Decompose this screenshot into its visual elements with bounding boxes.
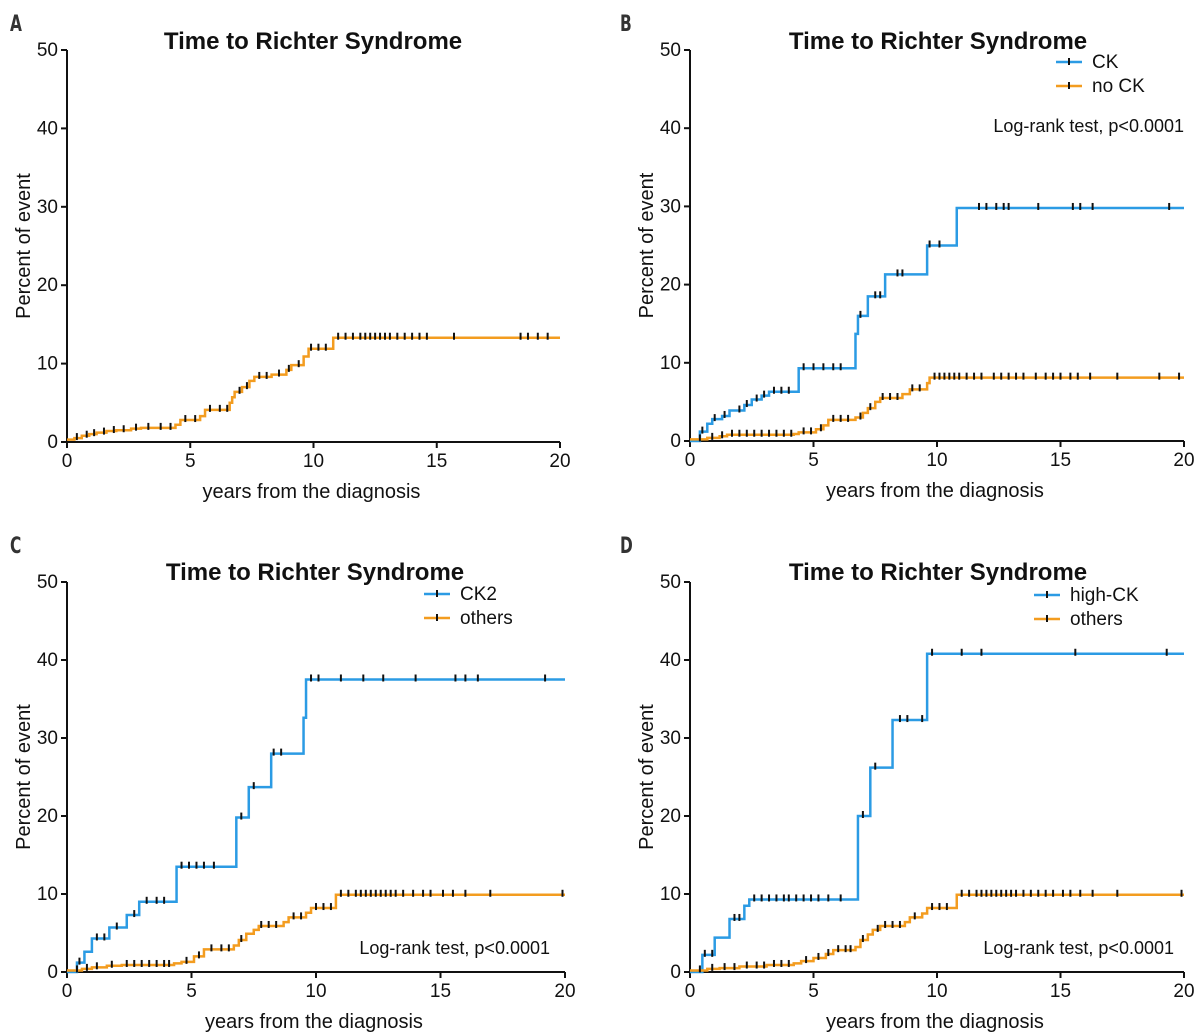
y-axis-label: Percent of event bbox=[13, 173, 35, 319]
series-line-others bbox=[67, 893, 565, 972]
legend-label: CK2 bbox=[460, 584, 497, 605]
y-tick-label: 10 bbox=[37, 354, 58, 375]
x-tick-label: 0 bbox=[62, 451, 73, 472]
legend-label: others bbox=[1070, 609, 1123, 630]
y-tick-label: 20 bbox=[37, 275, 58, 296]
y-axis-label: Percent of event bbox=[636, 172, 658, 318]
y-axis-label: Percent of event bbox=[13, 704, 35, 850]
log-rank-annotation: Log-rank test, p<0.0001 bbox=[993, 116, 1184, 136]
x-tick-label: 15 bbox=[1050, 450, 1071, 471]
y-tick-label: 40 bbox=[37, 118, 58, 139]
y-tick-label: 10 bbox=[37, 884, 58, 905]
legend-label: others bbox=[460, 608, 513, 629]
series-line-others bbox=[690, 893, 1184, 972]
x-tick-label: 5 bbox=[185, 451, 196, 472]
y-tick-label: 50 bbox=[37, 40, 58, 61]
x-axis-label: years from the diagnosis bbox=[203, 481, 421, 503]
y-tick-label: 50 bbox=[660, 40, 681, 61]
y-tick-label: 0 bbox=[670, 962, 681, 983]
y-tick-label: 0 bbox=[47, 432, 58, 453]
series-line-ck bbox=[690, 206, 1184, 443]
y-tick-label: 20 bbox=[37, 806, 58, 827]
y-tick-label: 30 bbox=[660, 196, 681, 217]
y-axis-label: Percent of event bbox=[636, 704, 658, 850]
y-tick-label: 0 bbox=[47, 962, 58, 983]
legend-label: high-CK bbox=[1070, 585, 1139, 606]
y-tick-label: 30 bbox=[37, 197, 58, 218]
x-tick-label: 0 bbox=[685, 981, 696, 1002]
y-tick-label: 50 bbox=[37, 572, 58, 593]
x-tick-label: 20 bbox=[1173, 981, 1194, 1002]
series-line-no-ck bbox=[690, 376, 1184, 441]
panel-letter-c: C bbox=[10, 534, 22, 559]
x-tick-label: 0 bbox=[62, 981, 73, 1002]
y-tick-label: 40 bbox=[37, 650, 58, 671]
chart-title: Time to Richter Syndrome bbox=[164, 28, 462, 55]
x-tick-label: 20 bbox=[1173, 450, 1194, 471]
chart-title: Time to Richter Syndrome bbox=[166, 559, 464, 586]
x-tick-label: 5 bbox=[186, 981, 197, 1002]
x-tick-label: 15 bbox=[430, 981, 451, 1002]
y-tick-label: 40 bbox=[660, 650, 681, 671]
y-tick-label: 30 bbox=[660, 728, 681, 749]
y-tick-label: 50 bbox=[660, 572, 681, 593]
x-axis-label: years from the diagnosis bbox=[205, 1011, 423, 1033]
x-tick-label: 5 bbox=[808, 450, 819, 471]
series-line-ck2 bbox=[67, 678, 565, 974]
series-line-high-ck bbox=[690, 652, 1184, 974]
x-tick-label: 5 bbox=[808, 981, 819, 1002]
x-tick-label: 20 bbox=[549, 451, 570, 472]
y-tick-label: 10 bbox=[660, 353, 681, 374]
y-tick-label: 20 bbox=[660, 806, 681, 827]
x-tick-label: 10 bbox=[926, 981, 947, 1002]
panel-letter-d: D bbox=[620, 534, 633, 559]
x-tick-label: 10 bbox=[303, 451, 324, 472]
chart-title: Time to Richter Syndrome bbox=[789, 559, 1087, 586]
y-tick-label: 30 bbox=[37, 728, 58, 749]
legend-label: CK bbox=[1092, 52, 1119, 73]
y-tick-label: 20 bbox=[660, 275, 681, 296]
chart-panel-d bbox=[684, 581, 1185, 978]
x-tick-label: 20 bbox=[554, 981, 575, 1002]
chart-panel-a bbox=[61, 49, 561, 448]
panel-letter-a: A bbox=[10, 12, 22, 37]
chart-panel-c bbox=[61, 581, 566, 978]
x-tick-label: 15 bbox=[426, 451, 447, 472]
x-tick-label: 0 bbox=[685, 450, 696, 471]
series-line-all bbox=[67, 336, 560, 441]
legend-label: no CK bbox=[1092, 76, 1145, 97]
x-tick-label: 15 bbox=[1050, 981, 1071, 1002]
y-tick-label: 0 bbox=[670, 431, 681, 452]
x-tick-label: 10 bbox=[926, 450, 947, 471]
x-tick-label: 10 bbox=[305, 981, 326, 1002]
y-tick-label: 40 bbox=[660, 118, 681, 139]
x-axis-label: years from the diagnosis bbox=[826, 480, 1044, 502]
x-axis-label: years from the diagnosis bbox=[826, 1011, 1044, 1033]
chart-title: Time to Richter Syndrome bbox=[789, 28, 1087, 55]
log-rank-annotation: Log-rank test, p<0.0001 bbox=[359, 938, 550, 958]
y-tick-label: 10 bbox=[660, 884, 681, 905]
chart-panel-b bbox=[684, 49, 1185, 447]
log-rank-annotation: Log-rank test, p<0.0001 bbox=[983, 938, 1174, 958]
panel-letter-b: B bbox=[620, 12, 632, 37]
